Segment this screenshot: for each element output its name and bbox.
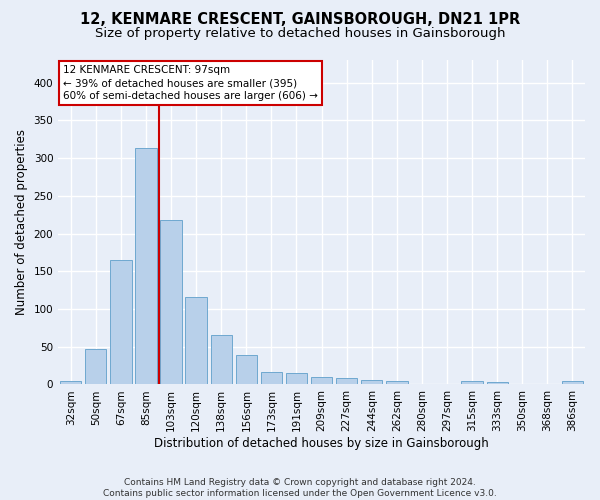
Bar [136,148,157,384]
Bar [386,382,407,384]
Bar [211,334,232,384]
Bar [461,382,483,384]
Bar [85,349,106,384]
X-axis label: Distribution of detached houses by size in Gainsborough: Distribution of detached houses by size … [154,437,489,450]
Text: Contains HM Land Registry data © Crown copyright and database right 2024.
Contai: Contains HM Land Registry data © Crown c… [103,478,497,498]
Bar [261,372,282,384]
Bar [110,260,131,384]
Bar [311,377,332,384]
Bar [336,378,358,384]
Text: 12 KENMARE CRESCENT: 97sqm
← 39% of detached houses are smaller (395)
60% of sem: 12 KENMARE CRESCENT: 97sqm ← 39% of deta… [64,65,319,102]
Bar [361,380,382,384]
Y-axis label: Number of detached properties: Number of detached properties [15,129,28,315]
Bar [562,382,583,384]
Bar [160,220,182,384]
Bar [286,373,307,384]
Text: 12, KENMARE CRESCENT, GAINSBOROUGH, DN21 1PR: 12, KENMARE CRESCENT, GAINSBOROUGH, DN21… [80,12,520,28]
Bar [185,297,207,384]
Bar [487,382,508,384]
Bar [60,380,82,384]
Bar [236,355,257,384]
Text: Size of property relative to detached houses in Gainsborough: Size of property relative to detached ho… [95,28,505,40]
